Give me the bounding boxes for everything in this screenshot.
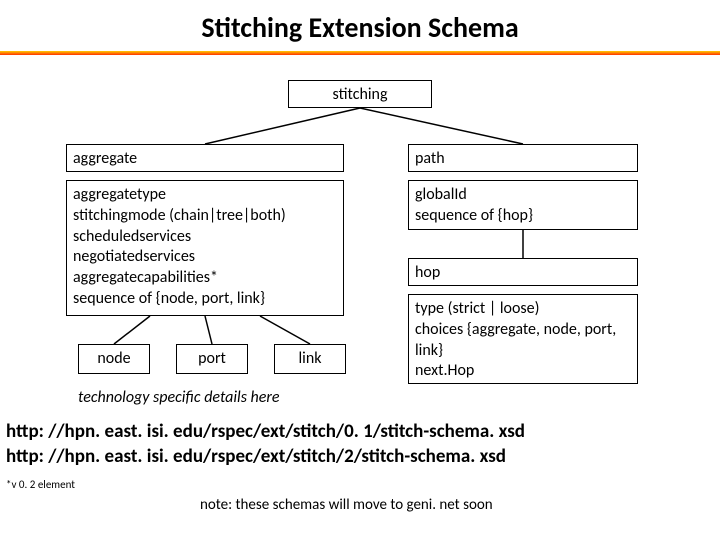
tech-footnote: technology specific details here — [78, 388, 280, 407]
agg-line: aggregatecapabilities* — [73, 268, 337, 289]
box-stitching: stitching — [288, 80, 432, 108]
box-aggregate: aggregate — [66, 144, 344, 172]
box-path: path — [408, 144, 638, 172]
box-link: link — [274, 344, 346, 374]
move-note: note: these schemas will move to geni. n… — [200, 496, 493, 514]
path-line: globalId — [415, 185, 631, 206]
box-port: port — [176, 344, 248, 374]
box-stitching-label: stitching — [333, 85, 388, 104]
hop-line: choices {aggregate, node, port, — [415, 320, 631, 341]
version-note: *v 0. 2 element — [6, 478, 75, 491]
agg-line: negotiatedservices — [73, 247, 337, 268]
agg-line: scheduledservices — [73, 227, 337, 248]
agg-line: aggregatetype — [73, 185, 337, 206]
url-line-2: http: //hpn. east. isi. edu/rspec/ext/st… — [6, 445, 506, 468]
box-aggregate-label: aggregate — [73, 149, 137, 168]
box-node-label: node — [97, 349, 130, 368]
box-hop: hop — [408, 258, 638, 286]
box-hop-body: type (strict | loose) choices {aggregate… — [408, 294, 638, 384]
box-node: node — [78, 344, 150, 374]
box-port-label: port — [198, 349, 226, 368]
box-hop-label: hop — [415, 263, 440, 282]
agg-line: stitchingmode (chain|tree|both) — [73, 206, 337, 227]
hop-line: type (strict | loose) — [415, 299, 631, 320]
url-line-1: http: //hpn. east. isi. edu/rspec/ext/st… — [6, 420, 525, 443]
box-path-body: globalId sequence of {hop} — [408, 180, 638, 230]
box-link-label: link — [298, 349, 321, 368]
hop-line: next.Hop — [415, 361, 631, 382]
box-aggregate-body: aggregatetype stitchingmode (chain|tree|… — [66, 180, 344, 316]
slide-title: Stitching Extension Schema — [0, 0, 720, 45]
box-path-label: path — [415, 149, 445, 168]
agg-line: sequence of {node, port, link} — [73, 289, 337, 310]
title-divider — [0, 51, 720, 55]
hop-line: link} — [415, 341, 631, 362]
path-line: sequence of {hop} — [415, 206, 631, 227]
